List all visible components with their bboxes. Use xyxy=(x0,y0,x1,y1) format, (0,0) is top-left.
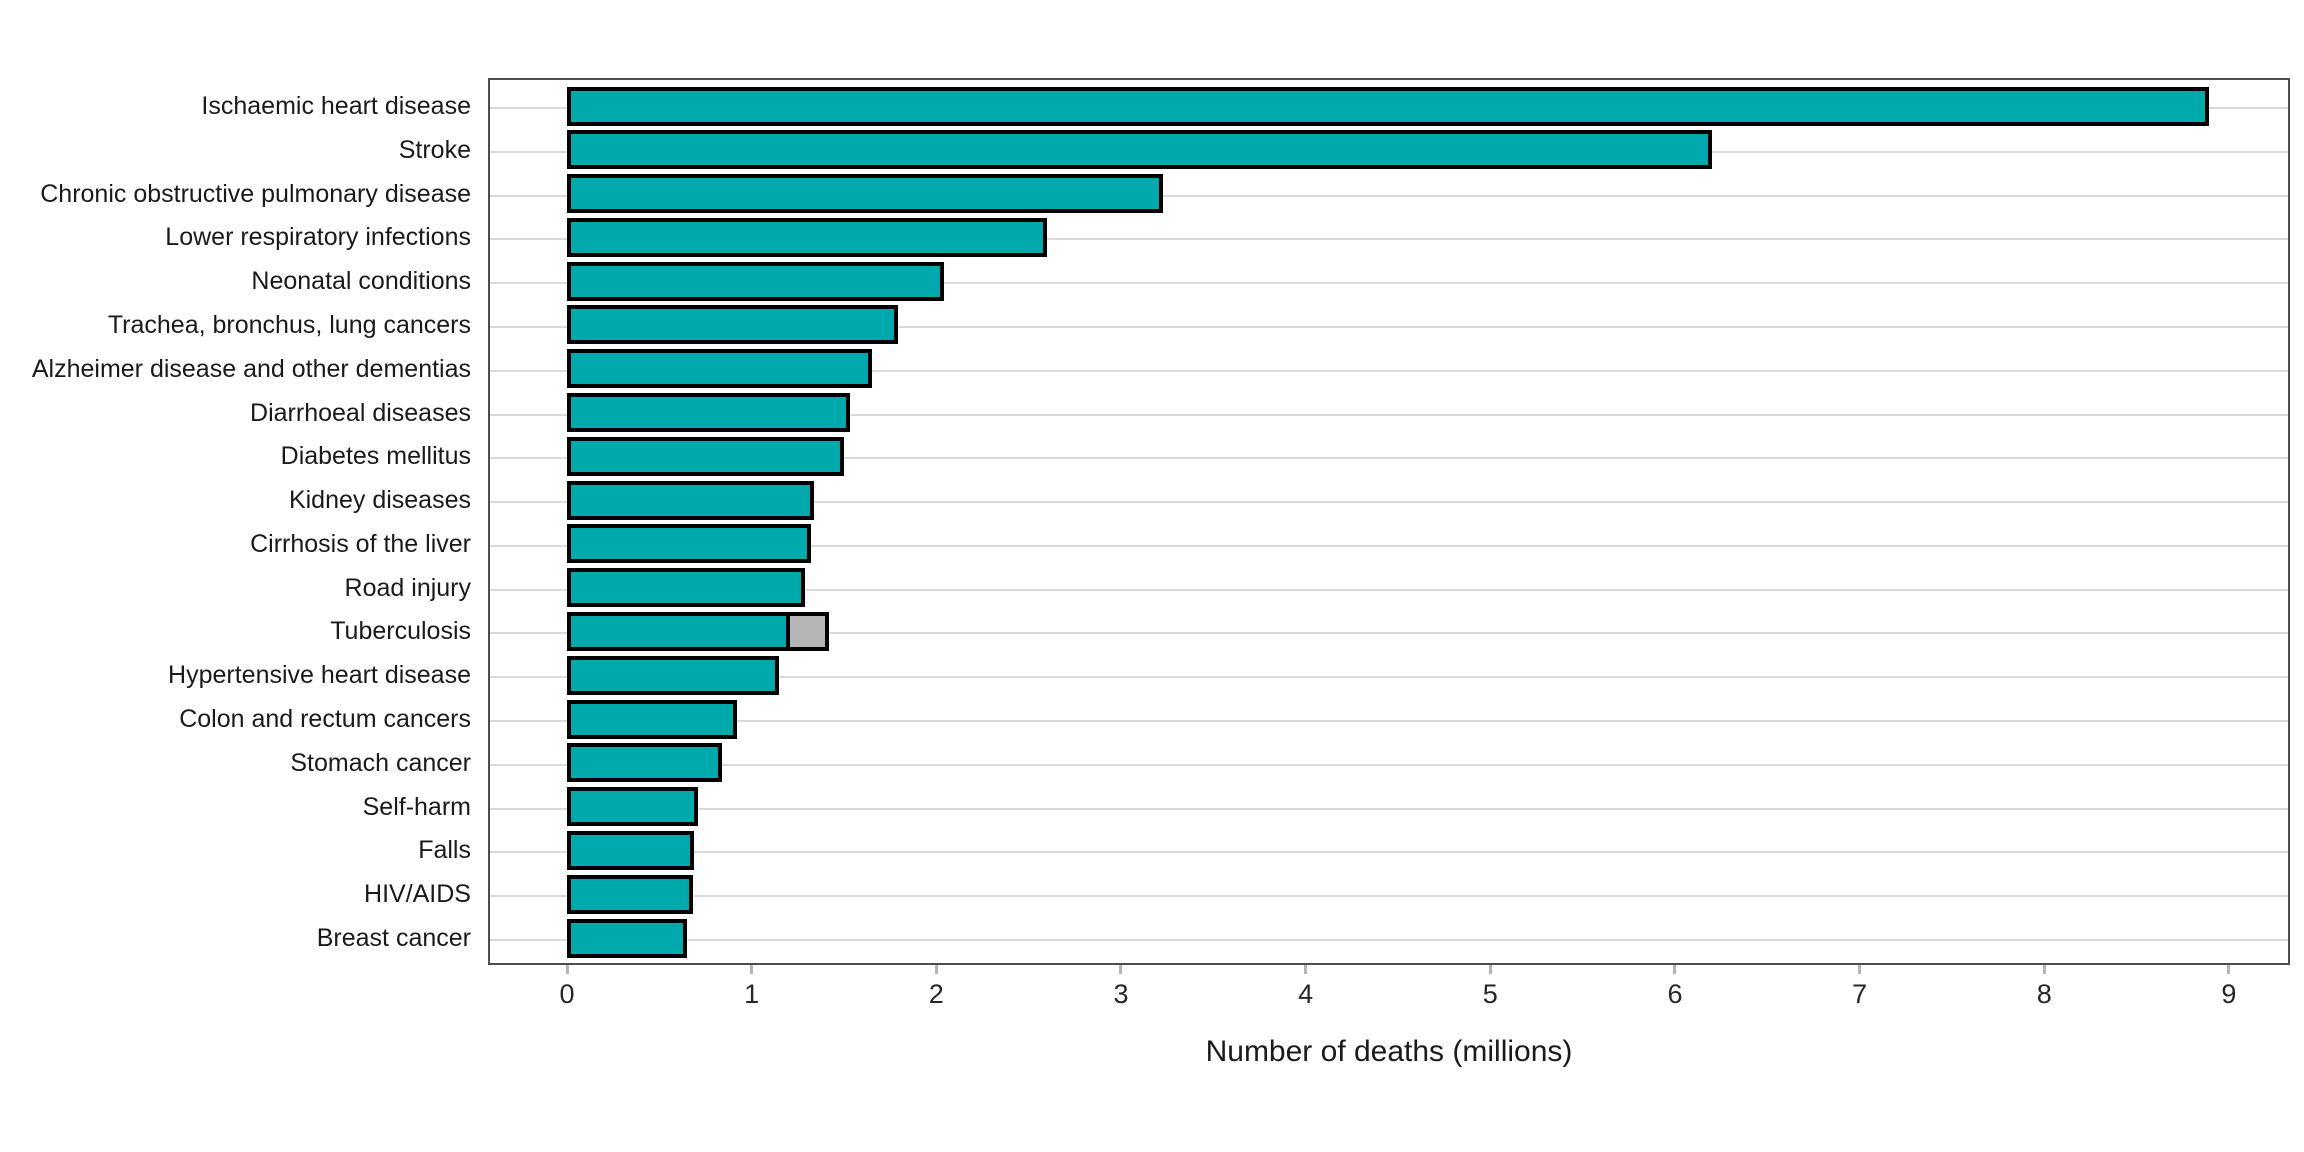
category-label: Chronic obstructive pulmonary disease xyxy=(40,179,471,208)
x-tick-mark xyxy=(750,965,754,974)
gridline xyxy=(490,632,2288,635)
bar xyxy=(567,874,693,914)
category-label: Self-harm xyxy=(362,792,471,821)
x-tick-label: 4 xyxy=(1298,979,1314,1009)
bar xyxy=(567,174,1163,214)
bar xyxy=(567,918,687,958)
plot-panel xyxy=(488,78,2290,965)
x-tick-label: 2 xyxy=(928,979,944,1009)
category-label: Trachea, bronchus, lung cancers xyxy=(107,310,471,339)
x-tick-mark xyxy=(1304,965,1308,974)
bar xyxy=(567,86,2209,126)
gridline xyxy=(490,895,2288,898)
gridline xyxy=(490,588,2288,591)
x-tick-label: 0 xyxy=(559,979,575,1009)
category-label: Neonatal conditions xyxy=(251,267,471,296)
gridline xyxy=(490,851,2288,854)
gridline xyxy=(490,369,2288,372)
category-label: Diabetes mellitus xyxy=(280,442,471,471)
bar xyxy=(567,130,1712,170)
bar xyxy=(567,261,944,301)
x-tick-mark xyxy=(1858,965,1862,974)
category-label: Hypertensive heart disease xyxy=(168,661,471,690)
gridline xyxy=(490,763,2288,766)
bar xyxy=(567,436,844,476)
category-label: Kidney diseases xyxy=(288,486,471,515)
category-label: Breast cancer xyxy=(316,924,471,952)
x-tick-mark xyxy=(565,965,569,974)
category-label: Ischaemic heart disease xyxy=(201,92,471,120)
gridline xyxy=(490,457,2288,460)
bar xyxy=(567,480,814,520)
x-tick-label: 9 xyxy=(2221,979,2237,1009)
gridline xyxy=(490,807,2288,810)
x-tick-mark xyxy=(2227,965,2231,974)
gridline xyxy=(490,413,2288,416)
gridline xyxy=(490,282,2288,285)
category-label: Alzheimer disease and other dementias xyxy=(31,354,471,383)
gridline xyxy=(490,325,2288,328)
x-tick-mark xyxy=(1119,965,1123,974)
gridline xyxy=(490,544,2288,547)
gridline xyxy=(490,939,2288,941)
category-label: Tuberculosis xyxy=(330,617,471,646)
bar xyxy=(567,699,737,739)
x-tick-mark xyxy=(1488,965,1492,974)
x-tick-label: 3 xyxy=(1113,979,1129,1009)
category-label: HIV/AIDS xyxy=(364,880,471,909)
bar xyxy=(567,217,1047,257)
category-label: Lower respiratory infections xyxy=(165,223,471,252)
x-tick-label: 1 xyxy=(744,979,760,1009)
category-label: Stomach cancer xyxy=(290,748,471,777)
category-label: Road injury xyxy=(344,573,471,602)
gridline xyxy=(490,676,2288,679)
x-tick-mark xyxy=(934,965,938,974)
category-label: Diarrhoeal diseases xyxy=(250,398,471,427)
x-tick-label: 6 xyxy=(1667,979,1683,1009)
bar xyxy=(567,830,694,870)
category-label: Falls xyxy=(418,836,471,865)
x-tick-label: 7 xyxy=(1852,979,1868,1009)
bar xyxy=(567,524,811,564)
x-tick-label: 5 xyxy=(1482,979,1498,1009)
bar xyxy=(567,787,698,827)
gridline xyxy=(490,238,2288,241)
x-axis-title: Number of deaths (millions) xyxy=(1205,1035,1573,1068)
x-tick-mark xyxy=(2042,965,2046,974)
bar xyxy=(567,305,898,345)
bar xyxy=(567,743,722,783)
category-label: Cirrhosis of the liver xyxy=(250,529,471,558)
category-label: Colon and rectum cancers xyxy=(179,705,471,734)
bar xyxy=(567,393,850,433)
bar xyxy=(567,611,790,651)
gridline xyxy=(490,194,2288,197)
category-label: Stroke xyxy=(398,135,471,164)
x-tick-label: 8 xyxy=(2036,979,2052,1009)
gridline xyxy=(490,501,2288,504)
bar xyxy=(567,655,779,695)
bar xyxy=(567,568,805,608)
gridline xyxy=(490,720,2288,723)
bar xyxy=(567,349,872,389)
bar-extra-segment xyxy=(786,611,829,651)
x-tick-mark xyxy=(1673,965,1677,974)
